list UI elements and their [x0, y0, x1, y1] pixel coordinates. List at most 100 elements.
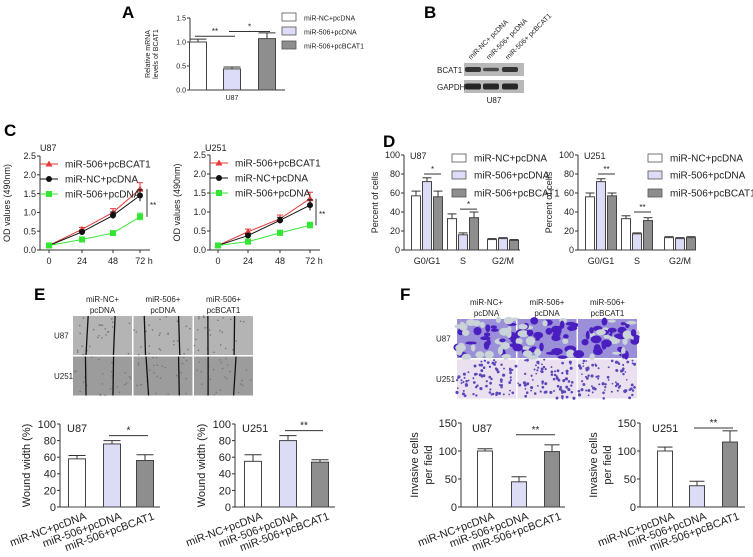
stained-cell	[621, 353, 628, 359]
stained-cell	[480, 336, 491, 341]
data-point-square	[79, 236, 85, 243]
stained-cell	[540, 370, 544, 374]
stained-cell	[476, 384, 479, 387]
cell-speck	[185, 325, 188, 328]
stained-cell	[470, 343, 476, 352]
y-tick-label: 80	[564, 169, 574, 179]
stained-cell	[631, 393, 634, 397]
stained-cell	[564, 378, 566, 381]
cell-speck	[239, 320, 242, 323]
y-axis-label: Percent of cells	[544, 171, 554, 233]
cell-speck	[128, 322, 131, 325]
blot-band	[483, 67, 499, 72]
cell-speck	[158, 334, 161, 337]
blot-band	[465, 83, 481, 90]
stained-cell	[565, 395, 569, 399]
cell-speck	[111, 375, 113, 377]
x-category-label: G2/M	[492, 256, 514, 266]
stained-cell	[511, 391, 515, 395]
bar	[258, 38, 276, 91]
cell-speck	[200, 370, 203, 373]
stained-cell	[500, 380, 503, 383]
stained-cell	[604, 385, 607, 389]
stained-cell	[518, 323, 528, 330]
image-column-header: pcBCAT1	[591, 309, 625, 318]
stained-cell	[582, 365, 585, 367]
cell-speck	[74, 370, 76, 373]
legend-marker-triangle	[215, 159, 223, 166]
stained-cell	[499, 378, 503, 382]
cell-speck	[137, 353, 140, 356]
stained-cell	[593, 344, 601, 352]
stained-cell	[607, 366, 610, 369]
stained-cell	[489, 381, 493, 385]
stained-cell	[467, 371, 470, 374]
stained-cell	[580, 388, 584, 392]
stained-cell	[472, 381, 476, 384]
significance-label: *	[248, 22, 251, 31]
y-axis-label: Invasive cells	[588, 432, 600, 498]
stained-cell	[633, 386, 636, 389]
stained-cell	[552, 377, 556, 381]
stained-cell	[514, 364, 518, 368]
data-point-circle	[110, 212, 116, 219]
stained-cell	[485, 384, 488, 388]
stained-cell	[573, 350, 585, 359]
stained-cell	[517, 382, 519, 385]
data-point-square	[245, 238, 251, 245]
cell-speck	[153, 364, 155, 367]
stained-cell	[494, 367, 498, 370]
image-column-header: miR-506+	[530, 298, 565, 307]
stained-cell	[493, 359, 496, 362]
stained-cell	[492, 362, 496, 366]
panel-label-d: D	[383, 132, 395, 151]
stained-cell	[608, 319, 616, 323]
stained-cell	[533, 368, 536, 371]
blot-band	[502, 67, 518, 72]
stained-cell	[484, 350, 494, 359]
stained-cell	[626, 320, 637, 325]
stained-cell	[530, 374, 533, 377]
y-tick-label: 1.5	[176, 15, 186, 22]
stained-cell	[518, 383, 522, 387]
cell-speck	[235, 340, 238, 342]
cell-speck	[189, 327, 191, 330]
stained-cell	[578, 366, 583, 370]
cell-speck	[197, 349, 200, 352]
significance-label: **	[603, 165, 609, 174]
y-tick-label: 2.0	[23, 170, 36, 180]
image-column-header: pcDNA	[150, 306, 176, 315]
bar	[675, 238, 685, 251]
stained-cell	[543, 358, 546, 361]
stained-cell	[631, 362, 634, 365]
stained-cell	[502, 393, 505, 396]
cell-speck	[137, 363, 140, 366]
stained-cell	[473, 326, 482, 336]
stained-cell	[503, 367, 505, 370]
stained-cell	[610, 390, 613, 393]
wound-edge-line	[112, 315, 116, 356]
cell-speck	[229, 370, 231, 373]
stained-cell	[544, 390, 548, 394]
stained-cell	[461, 392, 465, 396]
cell-speck	[148, 369, 151, 372]
stained-cell	[461, 353, 472, 361]
stained-cell	[525, 358, 529, 362]
stained-cell	[533, 331, 544, 339]
stained-cell	[536, 384, 539, 387]
cell-speck	[198, 316, 200, 318]
stained-cell	[623, 390, 627, 394]
stained-cell	[561, 361, 564, 365]
cell-speck	[232, 349, 234, 351]
stained-cell	[508, 393, 511, 396]
cell-speck	[83, 381, 85, 383]
y-axis-label: OD values (490nm)	[2, 164, 12, 242]
y-axis-label: OD values (490nm)	[172, 163, 182, 241]
y-tick-label: 0.5	[193, 226, 206, 236]
stained-cell	[500, 386, 503, 389]
wound-image	[194, 316, 253, 355]
stained-cell	[530, 389, 533, 392]
stained-cell	[524, 394, 528, 398]
stained-cell	[581, 380, 584, 383]
